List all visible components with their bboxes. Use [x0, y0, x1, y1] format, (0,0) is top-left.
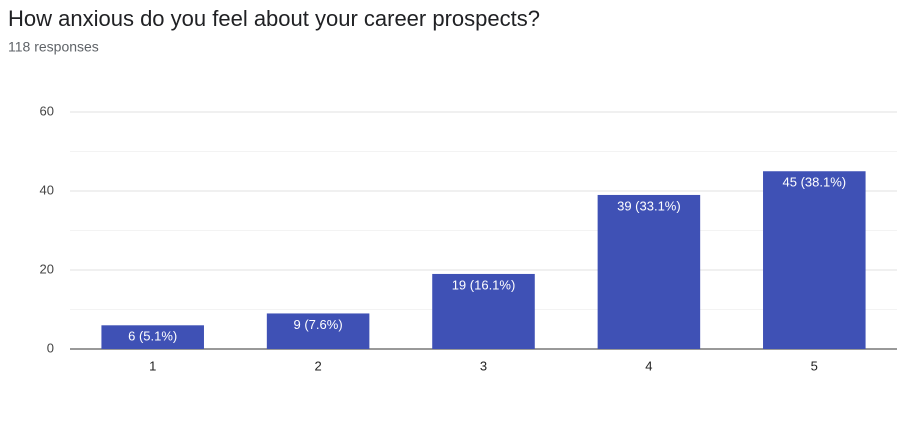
- chart-title: How anxious do you feel about your caree…: [8, 6, 540, 31]
- bar: [597, 194, 701, 349]
- y-tick-label: 0: [47, 340, 54, 355]
- data-label: 19 (16.1%): [452, 277, 516, 292]
- x-tick-label: 4: [645, 358, 652, 373]
- bar: [763, 171, 866, 349]
- y-tick-label: 40: [40, 182, 54, 197]
- x-tick-label: 1: [149, 358, 156, 373]
- data-label: 6 (5.1%): [128, 329, 177, 344]
- bar: [101, 325, 204, 349]
- y-tick-label: 60: [40, 103, 54, 118]
- data-label: 45 (38.1%): [783, 175, 847, 190]
- x-tick-label: 2: [314, 358, 321, 373]
- bar: [432, 273, 535, 349]
- x-tick-label: 3: [480, 358, 487, 373]
- x-tick-label: 5: [811, 358, 818, 373]
- y-tick-label: 20: [40, 261, 54, 276]
- chart-subtitle: 118 responses: [8, 39, 99, 55]
- bar: [266, 313, 370, 349]
- data-label: 9 (7.6%): [294, 317, 343, 332]
- data-label: 39 (33.1%): [617, 198, 681, 213]
